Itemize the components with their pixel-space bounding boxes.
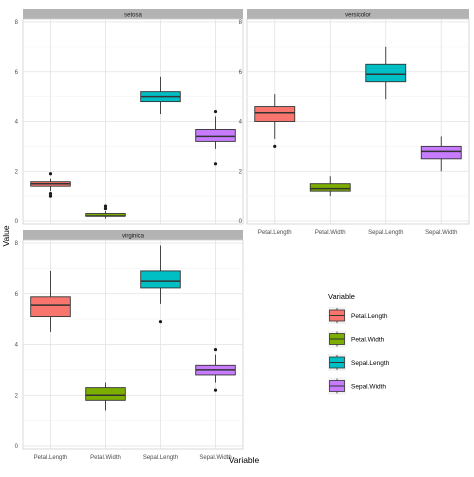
box-Petal.Length	[30, 270, 71, 332]
y-tick-label: 0	[15, 444, 19, 450]
y-tick-label: 2	[239, 169, 243, 175]
legend-item-Sepal.Length: Sepal.Length	[328, 354, 390, 371]
outlier-point	[213, 388, 218, 392]
y-tick-label: 4	[15, 120, 19, 126]
box-Petal.Width	[85, 382, 126, 411]
box-Sepal.Width	[195, 109, 236, 166]
x-tick-label: Petal.Length	[258, 230, 292, 236]
y-tick-label: 8	[239, 20, 243, 26]
box-body	[420, 145, 462, 160]
x-tick-label: Sepal.Length	[143, 455, 178, 461]
legend-label: Petal.Width	[351, 337, 385, 344]
box-body	[140, 270, 181, 289]
facet-panel-setosa: setosa 0 2 4 6 8	[15, 9, 244, 225]
box-body	[30, 296, 71, 318]
outlier-point	[213, 347, 218, 352]
facet-panel-versicolor: versicolor 0 2 4 6 8 Petal.Length Petal.Width Se…	[239, 9, 470, 236]
legend-label: Sepal.Width	[351, 384, 386, 391]
x-tick-label: Petal.Width	[90, 455, 121, 461]
facet-strip-label: setosa	[124, 13, 142, 19]
box-Petal.Length	[254, 94, 296, 148]
x-axis-title: Variable	[229, 455, 260, 465]
box-body	[195, 129, 236, 142]
facet-panel-virginica: virginica 0 2 4 6 8 Petal.Length Petal.Width Sep…	[15, 230, 244, 461]
box-Sepal.Width	[420, 136, 462, 172]
y-tick-label: 8	[15, 241, 19, 247]
outlier-point	[213, 162, 218, 166]
y-tick-label: 2	[15, 169, 19, 175]
legend-title: Variable	[328, 292, 355, 301]
facet-strip	[247, 9, 469, 19]
legend-label: Sepal.Length	[351, 360, 390, 367]
outlier-point	[158, 320, 163, 324]
legend: Variable Petal.Length Petal.Width Sepal.Len…	[328, 292, 390, 395]
box-body	[254, 106, 296, 122]
y-axis-title: Value	[1, 225, 11, 246]
box-Sepal.Length	[140, 245, 181, 324]
box-body	[309, 183, 351, 192]
outlier-point	[48, 192, 53, 196]
y-tick-label: 4	[239, 120, 243, 126]
outlier-point	[48, 194, 53, 198]
x-tick-label: Sepal.Width	[425, 230, 457, 236]
x-tick-label: Sepal.Width	[199, 455, 231, 461]
box-Petal.Width	[309, 176, 351, 197]
y-tick-label: 0	[15, 219, 19, 225]
box-Petal.Length	[30, 172, 71, 198]
box-Sepal.Length	[140, 76, 181, 115]
facet-strip-label: versicolor	[345, 13, 371, 19]
outlier-point	[103, 206, 108, 211]
outlier-point	[213, 109, 218, 114]
box-body	[365, 63, 407, 83]
y-tick-label: 6	[239, 70, 243, 76]
box-Petal.Width	[85, 204, 126, 219]
outlier-point	[48, 172, 53, 176]
box-Sepal.Width	[195, 347, 236, 392]
facet-panels: setosa 0 2 4 6 8 versicolor 0 2 4 6 8 Petal.Length Pe…	[15, 9, 470, 461]
box-Sepal.Length	[365, 46, 407, 100]
x-tick-label: Petal.Width	[315, 230, 346, 236]
y-tick-label: 6	[15, 292, 19, 298]
facet-strip	[23, 230, 243, 240]
y-tick-label: 4	[15, 343, 19, 349]
y-tick-label: 2	[15, 393, 19, 399]
legend-label: Petal.Length	[351, 313, 388, 320]
x-tick-label: Petal.Length	[34, 455, 68, 461]
facet-strip	[23, 9, 243, 19]
legend-item-Sepal.Width: Sepal.Width	[328, 377, 386, 395]
y-tick-label: 0	[239, 219, 243, 225]
box-body	[85, 387, 126, 401]
y-tick-label: 8	[15, 20, 19, 26]
outlier-point	[273, 144, 277, 148]
legend-item-Petal.Width: Petal.Width	[328, 330, 385, 348]
facet-strip-label: virginica	[122, 234, 145, 240]
y-tick-label: 6	[15, 70, 19, 76]
legend-item-Petal.Length: Petal.Length	[328, 307, 388, 324]
outlier-point	[103, 204, 108, 208]
x-tick-label: Sepal.Length	[368, 230, 403, 236]
